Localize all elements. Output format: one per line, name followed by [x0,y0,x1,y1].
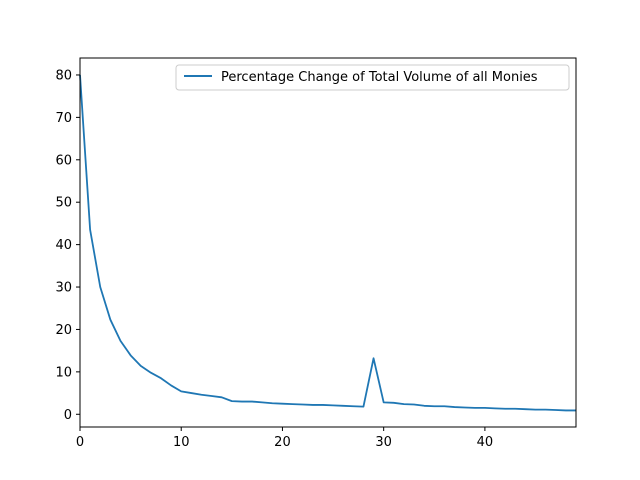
legend: Percentage Change of Total Volume of all… [175,64,570,91]
series-line-0 [79,74,576,412]
x-tick-label: 40 [477,435,494,450]
x-tick-label: 30 [375,435,392,450]
y-tick-label: 0 [64,408,72,423]
series-layer [79,74,576,412]
x-axis: 0 10 20 30 40 [76,427,493,450]
y-tick-label: 40 [55,238,72,253]
y-tick-label: 10 [55,365,72,380]
x-tick-label: 0 [76,435,84,450]
y-tick-label: 50 [55,196,72,211]
x-tick-label: 10 [173,435,190,450]
y-tick-label: 20 [55,323,72,338]
y-tick-label: 30 [55,281,72,296]
y-tick-label: 80 [55,68,72,83]
plot-area [80,58,576,427]
legend-box [175,64,570,91]
x-tick-label: 20 [274,435,291,450]
y-tick-label: 70 [55,111,72,126]
plot-frame [79,57,577,428]
legend-label: Percentage Change of Total Volume of all… [221,70,538,85]
y-tick-label: 60 [55,153,72,168]
y-axis: 0 10 20 30 40 50 60 70 80 [55,68,80,423]
